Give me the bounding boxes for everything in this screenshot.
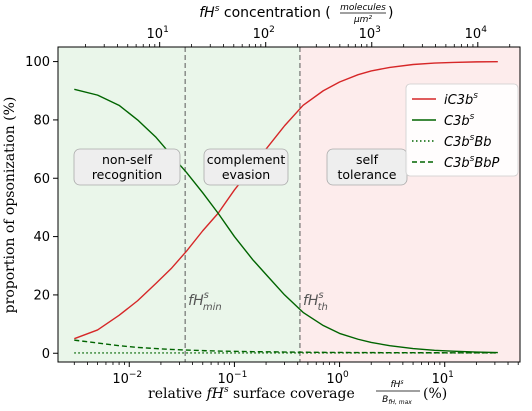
x-tick-label-2: 100 [326, 370, 349, 387]
top-tick-label-3: 104 [465, 25, 488, 42]
region-label-2-line-1: tolerance [338, 167, 397, 182]
legend-box [405, 83, 519, 177]
y-tick-label-5: 100 [25, 55, 50, 70]
region-label-1-line-0: complement [207, 152, 286, 167]
y-tick-label-3: 60 [33, 172, 50, 187]
series-line-C3bBbP [74, 339, 498, 354]
threshold-lines [184, 47, 301, 362]
top-tick-label-2: 103 [359, 25, 381, 42]
region-label-box-1 [203, 148, 289, 186]
threshold-label-1: fHs th [303, 290, 328, 313]
series-lines [74, 61, 498, 354]
legend-label-iC3b: iC3bs [444, 91, 478, 108]
x-axis: 10−2 10−1 100 101 [73, 362, 519, 387]
threshold-labels: fHs min fHs th [188, 290, 328, 313]
top-axis-title-frac-num: molecules [340, 3, 386, 13]
top-axis: 101 102 103 104 [85, 25, 511, 47]
top-axis-title-frac-den: μm² [353, 15, 372, 25]
threshold-label-0: fHs min [188, 290, 222, 313]
y-axis: 0 20 40 60 80 100 [25, 55, 58, 362]
y-tick-label-0: 0 [42, 347, 50, 362]
x-tick-label-1: 10−1 [218, 370, 248, 387]
top-tick-label-1: 102 [253, 25, 275, 42]
region-0 [58, 47, 186, 362]
region-label-1-line-1: evasion [222, 167, 270, 182]
region-label-2-line-0: self [356, 152, 379, 167]
x-axis-title-frac-den: BfH, max [382, 395, 412, 406]
top-tick-label-0: 101 [147, 25, 169, 42]
legend-label-C3bBbP: C3bsBbP [444, 154, 499, 171]
region-label-0-line-0: non-self [102, 152, 153, 167]
x-axis-title-frac-num: fHs [390, 379, 403, 390]
y-axis-title: proportion of opsonization (%) [2, 97, 18, 314]
x-axis-title-post: (%) [423, 386, 447, 402]
legend-label-C3b: C3bs [444, 112, 475, 129]
x-tick-label-3: 101 [432, 370, 454, 387]
x-axis-title: relative fHs surface coverage [148, 385, 355, 402]
series-line-iC3b [74, 61, 498, 340]
legend-label-C3bBb: C3bsBb [444, 133, 491, 150]
x-tick-label-0: 10−2 [112, 370, 142, 387]
y-tick-label-1: 20 [33, 288, 50, 303]
y-tick-label-2: 40 [33, 230, 50, 245]
series-line-C3b [74, 88, 498, 354]
legend: iC3bs C3bs C3bsBb C3bsBbP [405, 83, 519, 177]
region-label-box-0 [73, 148, 181, 186]
region-1 [185, 47, 300, 362]
top-axis-title: fHs concentration ( [199, 4, 331, 21]
plot-frame [57, 46, 521, 363]
region-backgrounds [58, 47, 520, 362]
region-label-0-line-1: recognition [92, 167, 162, 182]
y-tick-label-4: 80 [33, 113, 50, 128]
top-axis-title-close: ) [388, 5, 393, 21]
